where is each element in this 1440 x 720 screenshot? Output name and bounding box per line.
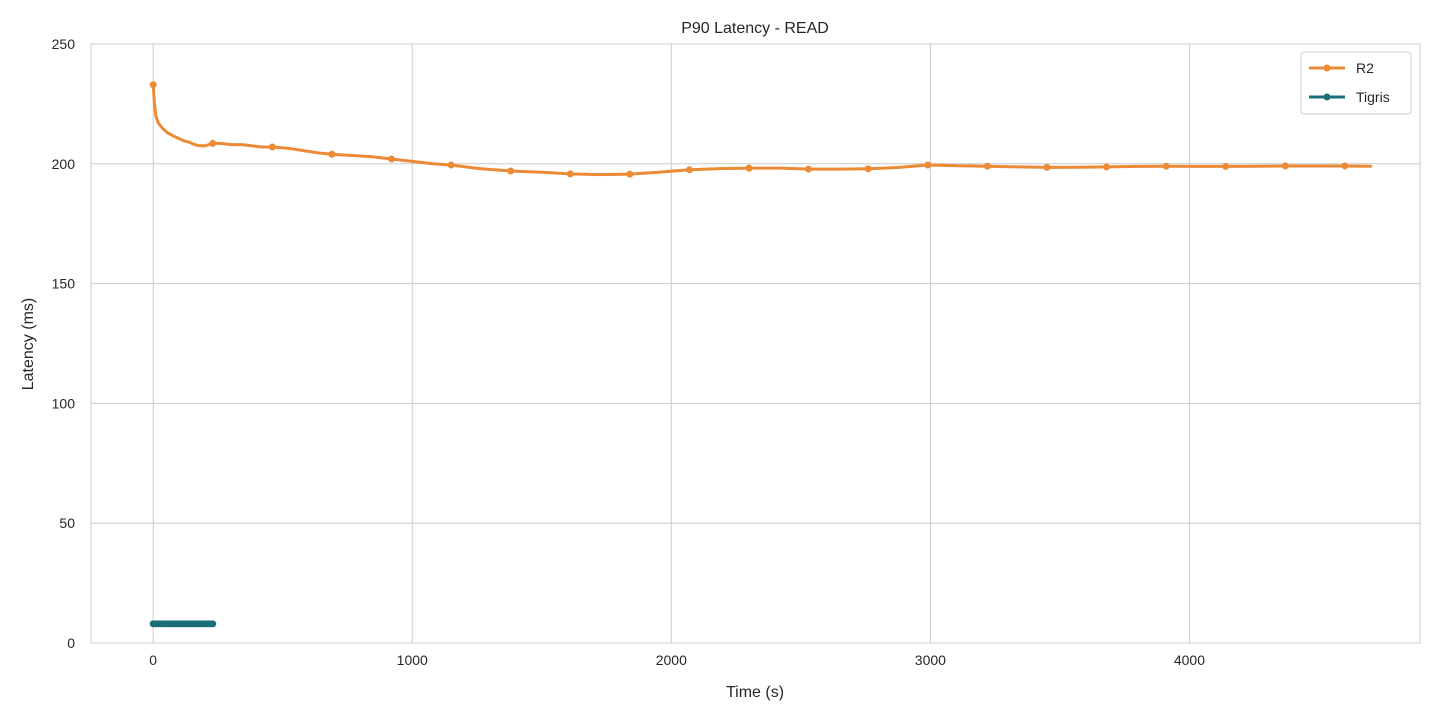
legend-marker-tigris bbox=[1323, 93, 1331, 101]
x-tick-label: 0 bbox=[149, 652, 157, 668]
legend: R2 Tigris bbox=[1300, 51, 1412, 115]
legend-label-r2: R2 bbox=[1356, 60, 1374, 76]
y-tick-label: 250 bbox=[52, 36, 76, 52]
x-axis-label: Time (s) bbox=[726, 684, 784, 701]
data-point-r2 bbox=[507, 167, 515, 175]
data-point-r2 bbox=[328, 150, 336, 158]
data-point-r2 bbox=[1341, 162, 1349, 170]
series-tigris bbox=[149, 620, 217, 628]
data-point-r2 bbox=[268, 143, 276, 151]
x-tick-label: 1000 bbox=[397, 652, 428, 668]
data-point-r2 bbox=[685, 166, 693, 174]
x-tick-labels: 0 1000 2000 3000 4000 bbox=[149, 652, 1205, 668]
plot-frame bbox=[90, 43, 1421, 644]
data-point-r2 bbox=[1222, 162, 1230, 170]
series-layer bbox=[149, 81, 1373, 628]
x-tick-label: 3000 bbox=[915, 652, 946, 668]
grid bbox=[91, 43, 1420, 644]
data-point-r2 bbox=[924, 161, 932, 169]
data-point-r2 bbox=[388, 155, 396, 163]
data-point-r2 bbox=[566, 170, 574, 178]
data-point-r2 bbox=[1043, 163, 1051, 171]
data-point-r2 bbox=[983, 162, 991, 170]
x-tick-label: 4000 bbox=[1174, 652, 1205, 668]
y-tick-label: 200 bbox=[52, 156, 76, 172]
data-point-r2 bbox=[209, 139, 217, 147]
y-tick-label: 0 bbox=[67, 635, 75, 651]
y-tick-label: 150 bbox=[52, 276, 76, 292]
data-point-r2 bbox=[745, 164, 753, 172]
y-axis-label: Latency (ms) bbox=[20, 298, 37, 390]
x-tick-label: 2000 bbox=[656, 652, 687, 668]
data-point-r2 bbox=[447, 161, 455, 169]
chart-title: P90 Latency - READ bbox=[681, 20, 829, 37]
y-tick-label: 50 bbox=[59, 515, 75, 531]
series-r2 bbox=[149, 81, 1373, 178]
data-point-r2 bbox=[1103, 163, 1111, 171]
legend-marker-r2 bbox=[1323, 64, 1331, 72]
data-point-tigris bbox=[209, 620, 217, 628]
y-tick-labels: 0 50 100 150 200 250 bbox=[52, 36, 76, 651]
data-point-r2 bbox=[805, 165, 813, 173]
series-line-r2 bbox=[151, 83, 1373, 177]
data-point-r2 bbox=[626, 170, 634, 178]
data-point-r2 bbox=[1162, 162, 1170, 170]
legend-label-tigris: Tigris bbox=[1356, 89, 1390, 105]
y-tick-label: 100 bbox=[52, 395, 76, 411]
data-point-r2 bbox=[149, 81, 157, 89]
data-point-r2 bbox=[1281, 162, 1289, 170]
data-point-r2 bbox=[864, 165, 872, 173]
